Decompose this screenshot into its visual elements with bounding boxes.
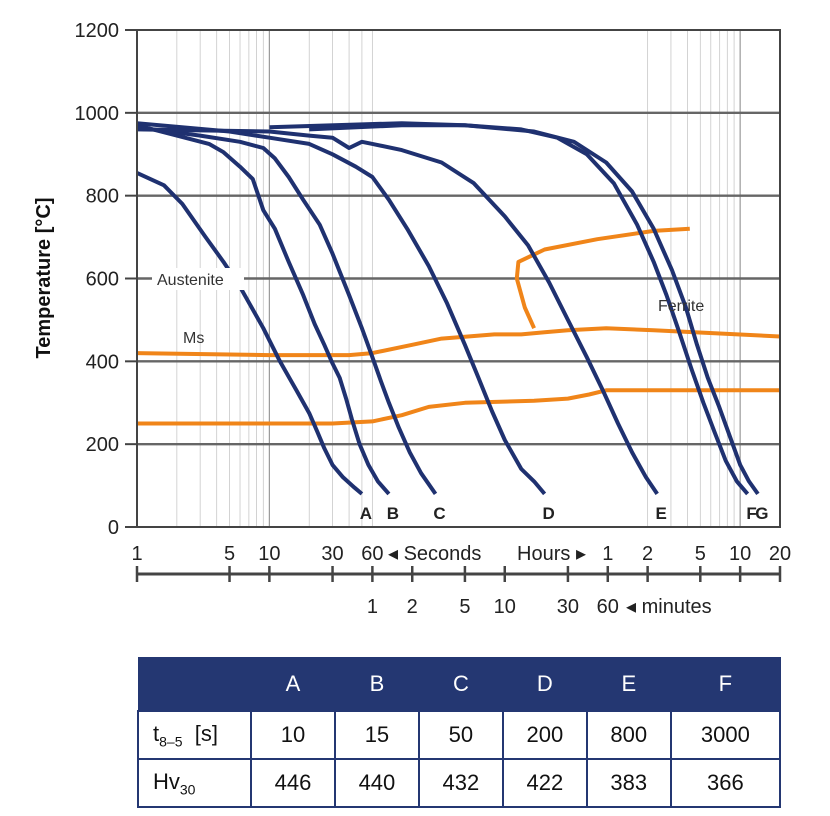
curve-label-C: C xyxy=(433,504,445,523)
table-cell: 15 xyxy=(333,710,420,760)
cooling-curve-C xyxy=(136,125,438,496)
y-tick-label: 0 xyxy=(108,517,119,539)
x-tick-label-minutes: 2 xyxy=(407,596,418,618)
table-header-corner xyxy=(137,657,252,712)
table-cell: 50 xyxy=(417,710,504,760)
table-cell: 800 xyxy=(585,710,672,760)
transformation-line xyxy=(514,226,690,330)
table-cell: 446 xyxy=(250,758,336,808)
y-tick-label: 400 xyxy=(86,351,119,373)
cooling-curve-B xyxy=(136,123,391,496)
table-header-cell: D xyxy=(502,657,588,712)
y-axis-label: Temperature [°C] xyxy=(33,198,55,359)
chart-grid xyxy=(137,30,781,527)
y-tick-label: 800 xyxy=(86,186,119,208)
curve-label-E: E xyxy=(655,504,666,523)
row-label-hv30: Hv30 xyxy=(137,758,252,808)
cooling-curve-E xyxy=(136,127,659,496)
table-cell: 200 xyxy=(501,710,588,760)
minutes-unit-label: ◂ minutes xyxy=(626,596,712,618)
y-axis-ticks: 0 200 400 600 800 1000 1200 xyxy=(75,20,137,539)
chart-series xyxy=(136,121,781,496)
table-header-cell: C xyxy=(418,657,504,712)
table-cell: 440 xyxy=(333,758,420,808)
cooling-curve-D xyxy=(136,121,547,496)
curve-label-D: D xyxy=(542,504,554,523)
table-row: Hv30 446 440 432 422 383 366 xyxy=(137,758,782,808)
x-tick-label-hours: 10 xyxy=(729,543,751,565)
x-tick-label-seconds: 30 xyxy=(321,543,343,565)
x-tick-label-seconds: 1 xyxy=(131,543,142,565)
x-tick-label-hours: 2 xyxy=(642,543,653,565)
table-cell: 366 xyxy=(669,758,782,808)
x-tick-label-hours: 20 xyxy=(769,543,791,565)
table-header-cell: E xyxy=(586,657,672,712)
curve-label-B: B xyxy=(387,504,399,523)
x-tick-label-minutes: 60 xyxy=(597,596,619,618)
x-tick-label-minutes: 10 xyxy=(494,596,516,618)
curve-label-A: A xyxy=(360,504,372,523)
x-tick-label-minutes: 30 xyxy=(557,596,579,618)
row-label-t85: t8–5 [s] xyxy=(137,710,252,760)
cooling-time-table: A B C D E F t8–5 [s] 10 15 50 200 800 30… xyxy=(137,657,782,808)
table-header-row: A B C D E F xyxy=(137,657,781,712)
cooling-curve-G xyxy=(309,123,760,496)
y-tick-label: 600 xyxy=(86,269,119,291)
chart-labels: A B C D E FG Austenite Ferrite Ms xyxy=(152,268,768,523)
region-label-ms: Ms xyxy=(183,330,204,347)
hours-unit-label: Hours ▸ xyxy=(517,543,586,565)
x-tick-label-hours: 5 xyxy=(695,543,706,565)
y-tick-label: 1000 xyxy=(75,103,120,125)
curve-label-G: G xyxy=(755,504,768,523)
table-header-cell: F xyxy=(670,657,781,712)
x-axis: 1 5 10 30 60 ◂ Seconds Hours ▸ 1 2 5 10 201 2 5 10 30 60… xyxy=(131,543,791,618)
x-tick-label-hours: 1 xyxy=(602,543,613,565)
table-cell: 422 xyxy=(501,758,588,808)
cooling-curve-A xyxy=(136,171,364,496)
x-tick-label-seconds: 5 xyxy=(224,543,235,565)
x-tick-label-minutes: 1 xyxy=(367,596,378,618)
region-label-background xyxy=(152,268,244,290)
curve-label-F: F xyxy=(746,504,756,523)
table-cell: 3000 xyxy=(669,710,782,760)
x-tick-label-seconds: 10 xyxy=(258,543,280,565)
table-cell: 10 xyxy=(250,710,336,760)
y-tick-label: 200 xyxy=(86,434,119,456)
y-tick-label: 1200 xyxy=(75,20,120,42)
table-header-cell: B xyxy=(334,657,420,712)
region-label-ferrite: Ferrite xyxy=(658,298,704,315)
table-cell: 383 xyxy=(585,758,672,808)
table-row: t8–5 [s] 10 15 50 200 800 3000 xyxy=(137,710,782,760)
region-label-austenite: Austenite xyxy=(157,272,224,289)
cct-chart: 0 200 400 600 800 1000 1200 Temperature [°C] 1… xyxy=(33,20,791,618)
transformation-line xyxy=(137,388,780,426)
table-header-cell: A xyxy=(250,657,336,712)
x-tick-label-seconds: 60 xyxy=(361,543,383,565)
table-cell: 432 xyxy=(417,758,504,808)
seconds-unit-label: ◂ Seconds xyxy=(388,543,481,565)
x-tick-label-minutes: 5 xyxy=(459,596,470,618)
transformation-line xyxy=(136,326,781,358)
